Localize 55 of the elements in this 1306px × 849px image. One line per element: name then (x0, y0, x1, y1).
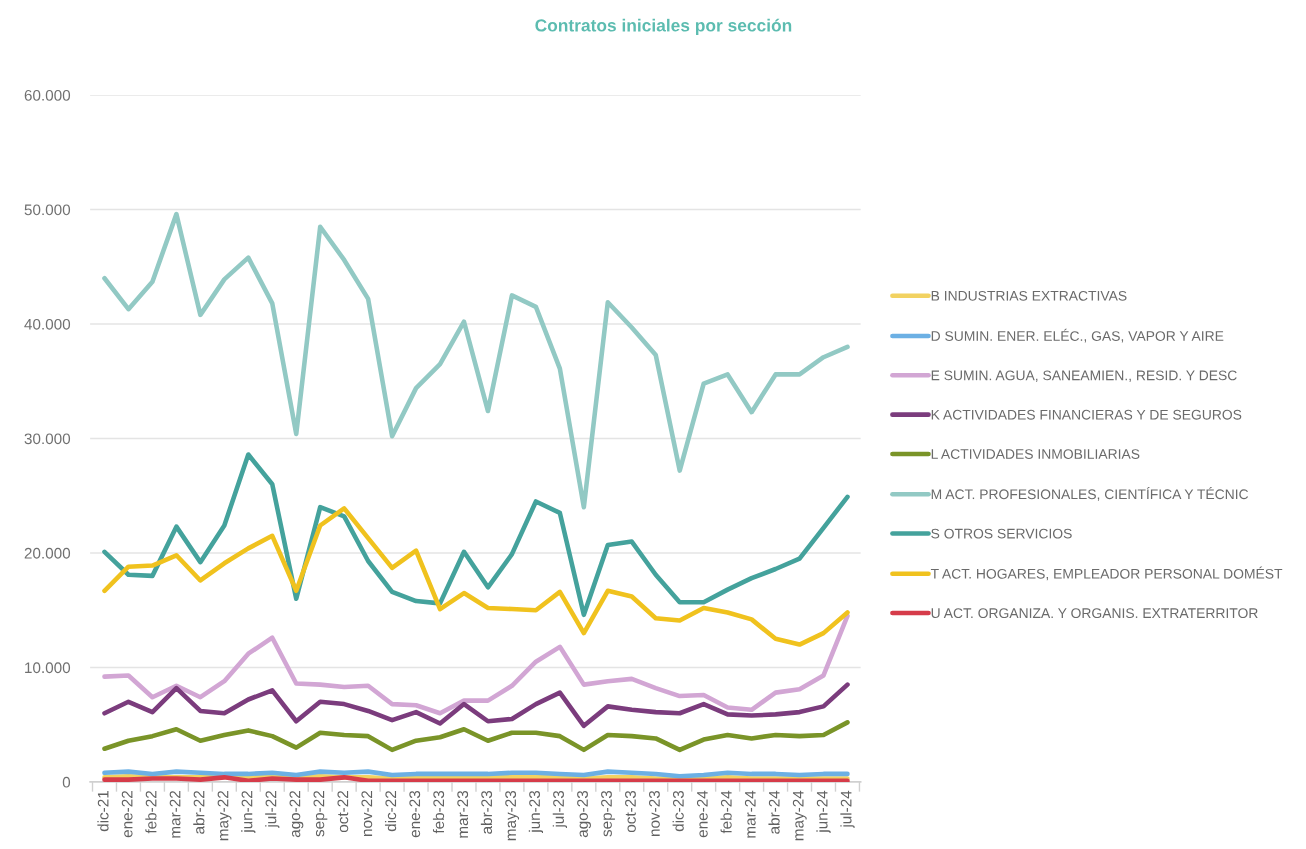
x-tick-label: may-23 (505, 790, 520, 841)
x-tick-label: feb-23 (432, 790, 445, 834)
y-tick-label: 60.000 (24, 89, 71, 101)
x-tick-label: jun-24 (816, 790, 831, 834)
x-tick-label: jul-24 (840, 790, 855, 828)
legend-label: U ACT. ORGANIZA. Y ORGANIS. EXTRATERRITOR (931, 608, 1258, 619)
x-tick-label: jun-22 (241, 791, 256, 834)
x-tick-label: jul-23 (552, 790, 567, 828)
y-tick-label: 50.000 (24, 204, 71, 216)
legend-label: L ACTIVIDADES INMOBILIARIAS (931, 449, 1140, 459)
legend-label: K ACTIVIDADES FINANCIERAS Y DE SEGUROS (931, 409, 1242, 420)
x-tick-label: dic-21 (97, 791, 109, 832)
y-tick-label: 0 (62, 776, 71, 788)
chart-title: Contratos iniciales por sección (535, 18, 792, 36)
x-tick-label: oct-22 (337, 791, 349, 833)
legend-label: S OTROS SERVICIOS (931, 528, 1072, 539)
x-tick-label: jun-23 (528, 790, 544, 834)
x-tick-label: dic-22 (384, 791, 397, 832)
x-tick-label: ago-23 (577, 790, 591, 838)
x-tick-label: nov-22 (361, 791, 373, 836)
line-series (102, 720, 850, 753)
x-tick-label: feb-24 (720, 790, 732, 834)
line-series (102, 211, 850, 510)
x-tick-label: mar-22 (169, 791, 181, 838)
line-series (102, 613, 850, 716)
x-tick-label: mar-23 (457, 790, 469, 838)
x-tick-label: ene-23 (409, 790, 421, 838)
legend-label: B INDUSTRIAS EXTRACTIVAS (931, 290, 1127, 301)
x-tick-label: sep-22 (313, 791, 328, 837)
x-tick-label: abr-24 (768, 790, 780, 834)
x-tick-label: feb-22 (145, 791, 157, 834)
x-tick-label: may-24 (792, 790, 807, 841)
x-tick-label: may-22 (217, 791, 232, 841)
x-tick-label: oct-23 (625, 790, 636, 833)
x-tick-label: ene-24 (696, 790, 708, 838)
line-series (102, 452, 850, 618)
y-tick-label: 30.000 (24, 433, 71, 445)
x-tick-label: sep-23 (601, 790, 615, 837)
x-tick-label: ene-22 (121, 791, 133, 838)
x-tick-label: abr-23 (480, 790, 493, 834)
x-tick-label: mar-24 (744, 790, 756, 838)
x-tick-label: nov-23 (649, 790, 660, 836)
legend-label: T ACT. HOGARES, EMPLEADOR PERSONAL DOMÉST (930, 566, 1283, 581)
y-tick-label: 20.000 (24, 547, 71, 559)
legend-label: M ACT. PROFESIONALES, CIENTÍFICA Y TÉCNIC (931, 487, 1249, 501)
x-tick-label: abr-22 (193, 791, 205, 834)
x-tick-label: ago-22 (289, 791, 304, 838)
x-tick-label: dic-23 (672, 790, 684, 832)
legend-label: E SUMIN. AGUA, SANEAMIEN., RESID. Y DESC (931, 370, 1237, 382)
legend-label: D SUMIN. ENER. ELÉC., GAS, VAPOR Y AIRE (931, 328, 1224, 343)
y-tick-label: 10.000 (25, 662, 71, 674)
line-series (102, 682, 850, 729)
y-tick-label: 40.000 (24, 318, 71, 330)
x-tick-label: jul-22 (265, 791, 280, 828)
line-series (102, 506, 850, 647)
